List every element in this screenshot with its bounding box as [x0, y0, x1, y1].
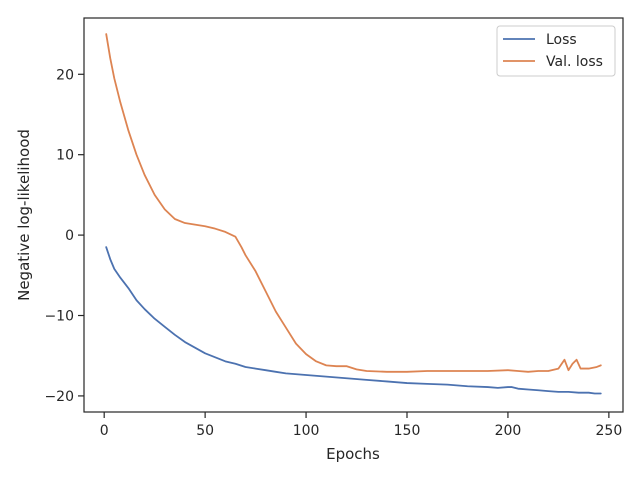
legend-label-loss: Loss [546, 32, 577, 48]
series-line-val-loss [105, 33, 602, 373]
series-line-loss [105, 246, 602, 395]
x-tick-label: 100 [293, 423, 320, 439]
x-tick-label: 150 [394, 423, 421, 439]
legend: Loss Val. loss [496, 25, 616, 77]
x-tick-label: 50 [196, 423, 214, 439]
y-tick-label: −10 [44, 309, 74, 325]
x-tick-label: 200 [495, 423, 522, 439]
y-tick-label: 20 [56, 67, 74, 83]
plot-area [83, 17, 624, 413]
x-axis-label: Epochs [326, 445, 380, 463]
y-axis-label: Negative log-likelihood [15, 129, 33, 301]
y-tick-label: 0 [65, 228, 74, 244]
y-tick-label: −20 [44, 389, 74, 405]
x-tick-label: 0 [100, 423, 109, 439]
legend-label-val-loss: Val. loss [546, 54, 603, 70]
x-tick-label: 250 [596, 423, 623, 439]
y-tick-label: 10 [56, 148, 74, 164]
